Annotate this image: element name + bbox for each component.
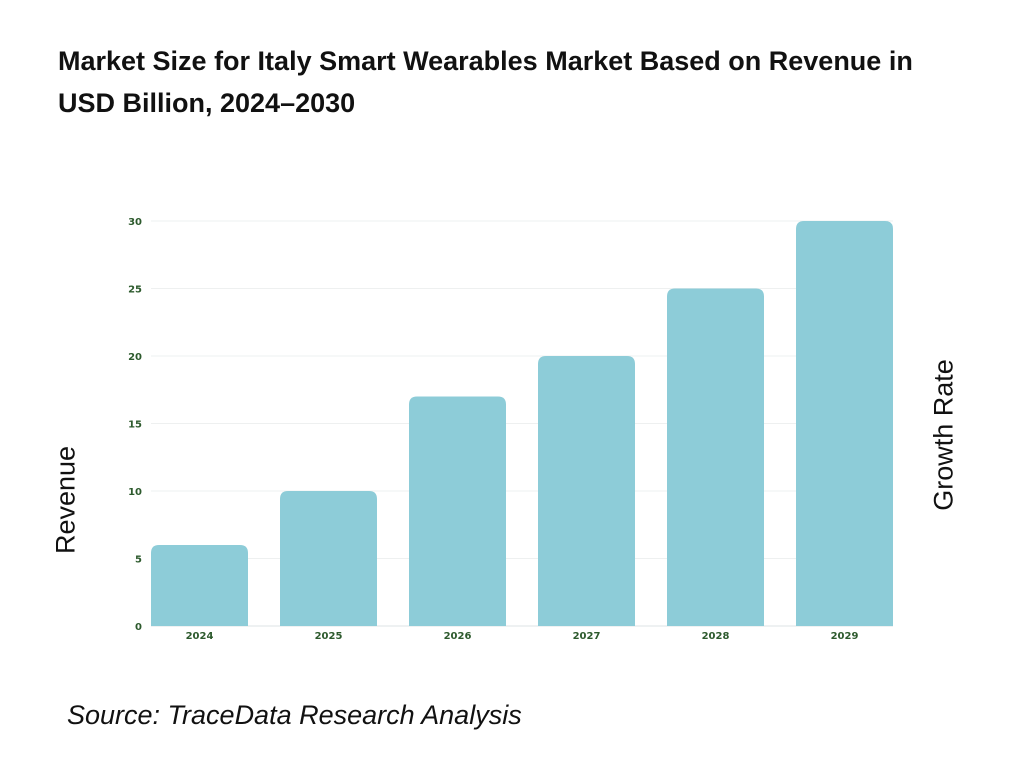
- x-tick-label: 2028: [702, 631, 730, 642]
- source-note: Source: TraceData Research Analysis: [67, 700, 522, 730]
- y-tick-label: 30: [128, 217, 142, 228]
- y-tick-label: 5: [135, 555, 142, 566]
- y-tick-label: 25: [128, 285, 142, 296]
- x-tick-label: 2027: [573, 631, 601, 642]
- bar: [796, 221, 893, 626]
- y-tick-label: 10: [128, 487, 142, 498]
- x-tick-label: 2026: [444, 631, 472, 642]
- bar: [409, 396, 506, 626]
- y-tick-label: 20: [128, 352, 142, 363]
- x-tick-label: 2024: [186, 631, 214, 642]
- y-tick-label: 15: [128, 420, 142, 431]
- chart-title: Market Size for Italy Smart Wearables Ma…: [58, 46, 913, 118]
- y-tick-label: 0: [135, 622, 142, 633]
- x-tick-label: 2029: [831, 631, 859, 642]
- x-tick-label: 2025: [315, 631, 343, 642]
- bar: [667, 288, 764, 626]
- bar: [280, 491, 377, 626]
- bar: [151, 545, 248, 626]
- bar: [538, 356, 635, 626]
